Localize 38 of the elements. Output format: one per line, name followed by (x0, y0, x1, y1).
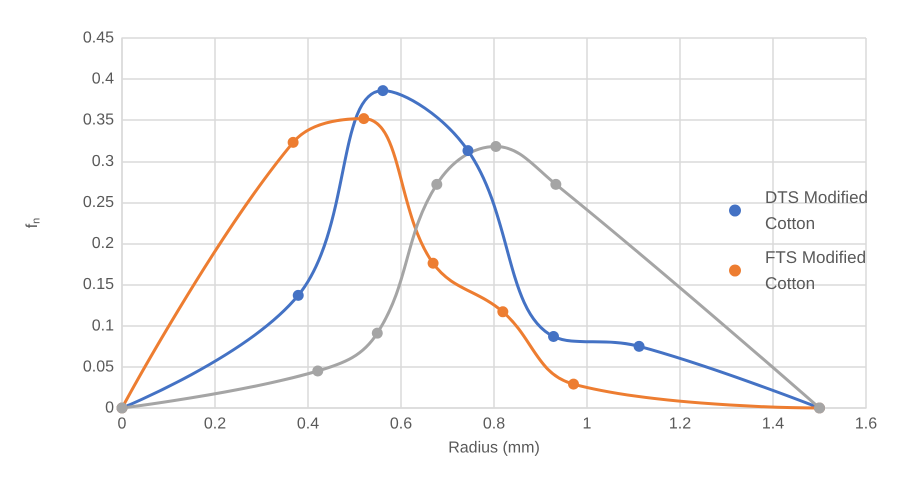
point (372, 328, 383, 339)
legend-label: FTS Modified Cotton (765, 248, 871, 293)
y-tick-label: 0.05 (82, 358, 114, 376)
point (490, 141, 502, 152)
point (292, 290, 304, 301)
point (358, 113, 370, 124)
x-tick-label: 1.2 (668, 416, 692, 432)
x-tick-label: 1.6 (854, 416, 878, 432)
point (568, 378, 580, 390)
y-axis-title: fn (24, 218, 42, 228)
x-tick-label: 0.8 (482, 416, 506, 432)
y-tick-label: 0.4 (92, 70, 114, 88)
y-tick-label: 0.2 (92, 235, 114, 252)
point (288, 136, 299, 148)
point (550, 178, 562, 190)
point (377, 85, 388, 96)
y-tick-label: 0.3 (92, 152, 114, 170)
point (548, 330, 560, 342)
x-axis-title: Radius (mm) (448, 440, 540, 456)
x-tick-label: 0 (118, 416, 127, 432)
y-tick-label: 0.1 (92, 317, 114, 334)
point (462, 145, 474, 156)
y-tick-label: 0.15 (82, 276, 114, 294)
x-tick-label: 0.4 (296, 416, 320, 432)
legend-label: DTS Modified Cotton (765, 188, 873, 233)
y-tick-label: 0 (105, 400, 114, 416)
x-tick-label: 1.4 (762, 416, 784, 432)
y-tick-label: 0.35 (82, 112, 114, 129)
point (312, 366, 324, 376)
point (497, 306, 508, 318)
y-tick-label: 0.25 (82, 194, 114, 211)
point (428, 258, 439, 269)
point (634, 340, 645, 352)
x-tick-label: 0.2 (204, 416, 226, 432)
x-tick-label: 0.6 (390, 416, 412, 432)
y-tick-label: 0.45 (82, 30, 114, 46)
point (431, 178, 442, 190)
x-tick-label: 1 (582, 416, 592, 432)
